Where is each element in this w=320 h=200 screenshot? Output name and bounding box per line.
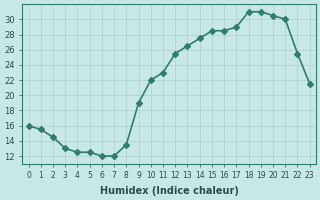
X-axis label: Humidex (Indice chaleur): Humidex (Indice chaleur) (100, 186, 239, 196)
